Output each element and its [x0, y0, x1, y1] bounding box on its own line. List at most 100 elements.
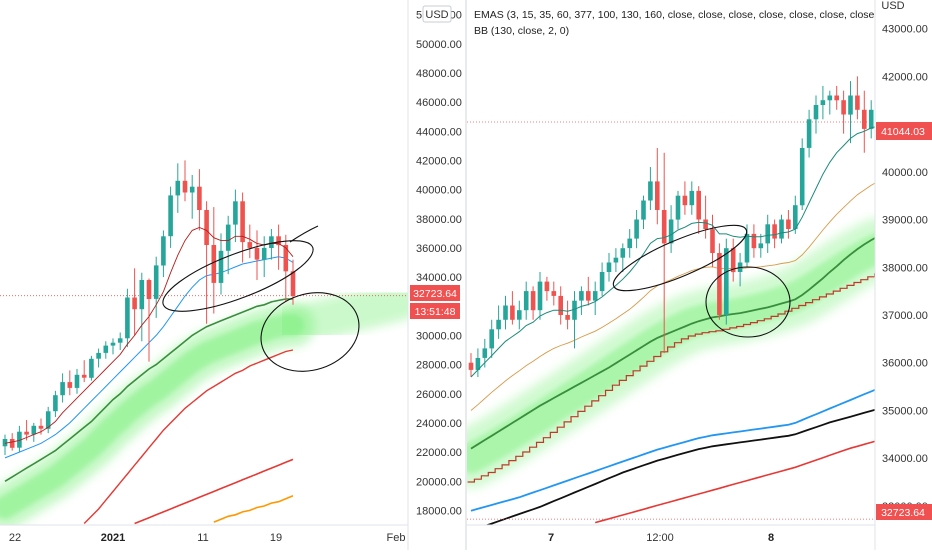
- left-candle: [175, 180, 181, 196]
- left-candle: [161, 236, 166, 266]
- right-candle: [661, 210, 667, 244]
- left-currency-label: USD: [425, 9, 448, 21]
- right-y-tick-label: 37000.00: [882, 310, 928, 322]
- left-candle: [125, 297, 130, 339]
- ema-legend[interactable]: EMAS (3, 15, 35, 60, 377, 100, 130, 160,…: [474, 9, 875, 21]
- right-candle: [758, 243, 764, 249]
- right-candle: [606, 262, 612, 272]
- left-candle: [24, 431, 29, 435]
- left-plot-area[interactable]: [0, 160, 408, 525]
- right-candle: [641, 200, 646, 220]
- right-last-close-tag: 32723.64: [881, 507, 925, 519]
- right-candle: [475, 358, 481, 370]
- annotation-ellipse-right-1: [612, 224, 748, 292]
- right-candle: [489, 329, 494, 349]
- right-candle: [572, 300, 577, 320]
- right-candle: [496, 319, 501, 330]
- left-candle: [254, 247, 260, 260]
- left-candle: [197, 186, 202, 210]
- right-y-tick-label: 39000.00: [882, 215, 928, 227]
- right-price-tag: 41044.03: [881, 126, 925, 138]
- left-y-tick-label: 38000.00: [416, 214, 462, 226]
- left-candle: [139, 280, 145, 310]
- right-candle: [703, 219, 708, 229]
- right-candle: [779, 219, 784, 239]
- right-candle: [537, 281, 543, 311]
- right-x-tick-label: 12:00: [646, 532, 674, 544]
- left-y-tick-label: 34000.00: [416, 272, 462, 284]
- right-y-tick-label: 42000.00: [882, 71, 928, 83]
- left-y-tick-label: 40000.00: [416, 185, 462, 197]
- right-candle: [530, 291, 536, 311]
- right-candle: [675, 195, 681, 220]
- right-candle: [544, 281, 550, 292]
- left-y-tick-label: 48000.00: [416, 68, 462, 80]
- right-y-tick-label: 34000.00: [882, 453, 928, 465]
- annotation-stroke-left: [289, 225, 319, 243]
- right-plot-area[interactable]: [467, 76, 882, 529]
- left-x-tick-label: 11: [197, 532, 208, 544]
- left-ema-red-line: [83, 349, 294, 524]
- left-candle: [189, 186, 195, 193]
- left-y-tick-label: 50000.00: [416, 39, 462, 51]
- left-ribbon-projection: [273, 280, 408, 347]
- left-currency-box[interactable]: USD: [422, 5, 452, 23]
- left-candle: [283, 245, 289, 272]
- right-candle: [586, 291, 591, 301]
- right-candle: [710, 229, 715, 253]
- right-candle: [620, 248, 626, 258]
- left-x-tick-label: 19: [270, 532, 282, 544]
- left-currency-box-bg: [422, 5, 452, 23]
- right-candle: [482, 348, 488, 358]
- right-candle: [855, 95, 860, 110]
- left-candle: [53, 395, 58, 412]
- right-candle: [862, 109, 867, 129]
- right-candle: [848, 95, 853, 115]
- right-x-axis[interactable]: 7 12:00 8: [548, 532, 774, 544]
- left-candle: [89, 358, 94, 378]
- right-candle: [627, 238, 632, 249]
- annotation-circle-left-2: [260, 292, 360, 372]
- left-candle: [240, 201, 245, 243]
- right-candle: [579, 291, 584, 301]
- right-y-tick-label: 35000.00: [882, 406, 928, 418]
- right-candle: [510, 305, 515, 320]
- right-candle: [751, 233, 757, 249]
- left-y-tick-label: 30000.00: [416, 330, 462, 342]
- left-candle: [218, 250, 224, 283]
- right-candle: [503, 305, 508, 320]
- right-candle: [696, 190, 701, 220]
- left-candle: [168, 195, 173, 237]
- right-y-axis[interactable]: 43000.00 42000.00 40000.00 39000.00 38000.00…: [882, 24, 928, 513]
- left-candle: [132, 297, 137, 310]
- right-x-tick-label: 8: [768, 532, 774, 544]
- left-candle: [204, 210, 209, 245]
- right-candle: [592, 291, 598, 301]
- right-last-close-tag-bg: [876, 504, 932, 520]
- bb-legend[interactable]: BB (130, close, 2, 0): [474, 25, 569, 37]
- annotation-circle-right-2: [705, 266, 791, 338]
- left-ema-dark-green-line: [4, 298, 293, 482]
- left-y-tick-label: 20000.00: [416, 476, 462, 488]
- right-candle: [599, 272, 605, 292]
- left-candle: [153, 265, 159, 299]
- left-candle: [2, 439, 8, 447]
- right-y-tick-label: 36000.00: [882, 358, 928, 370]
- left-candle: [211, 245, 217, 283]
- left-countdown-tag-bg: [410, 303, 460, 319]
- right-candle: [682, 195, 688, 206]
- right-step-line: [467, 273, 875, 483]
- left-x-tick-label: 2021: [101, 532, 125, 544]
- left-candle: [276, 236, 281, 246]
- left-candle: [110, 342, 116, 346]
- left-ema-fast-line: [4, 227, 294, 444]
- left-candle: [182, 180, 188, 193]
- annotation-ellipse-left-1: [162, 240, 314, 312]
- right-y-tick-label: 38000.00: [882, 262, 928, 274]
- right-candle: [868, 109, 874, 129]
- left-x-tick-label: 22: [9, 532, 21, 544]
- left-x-axis[interactable]: 22 2021 11 19 Feb: [9, 532, 406, 544]
- right-y-tick-label: 43000.00: [882, 24, 928, 36]
